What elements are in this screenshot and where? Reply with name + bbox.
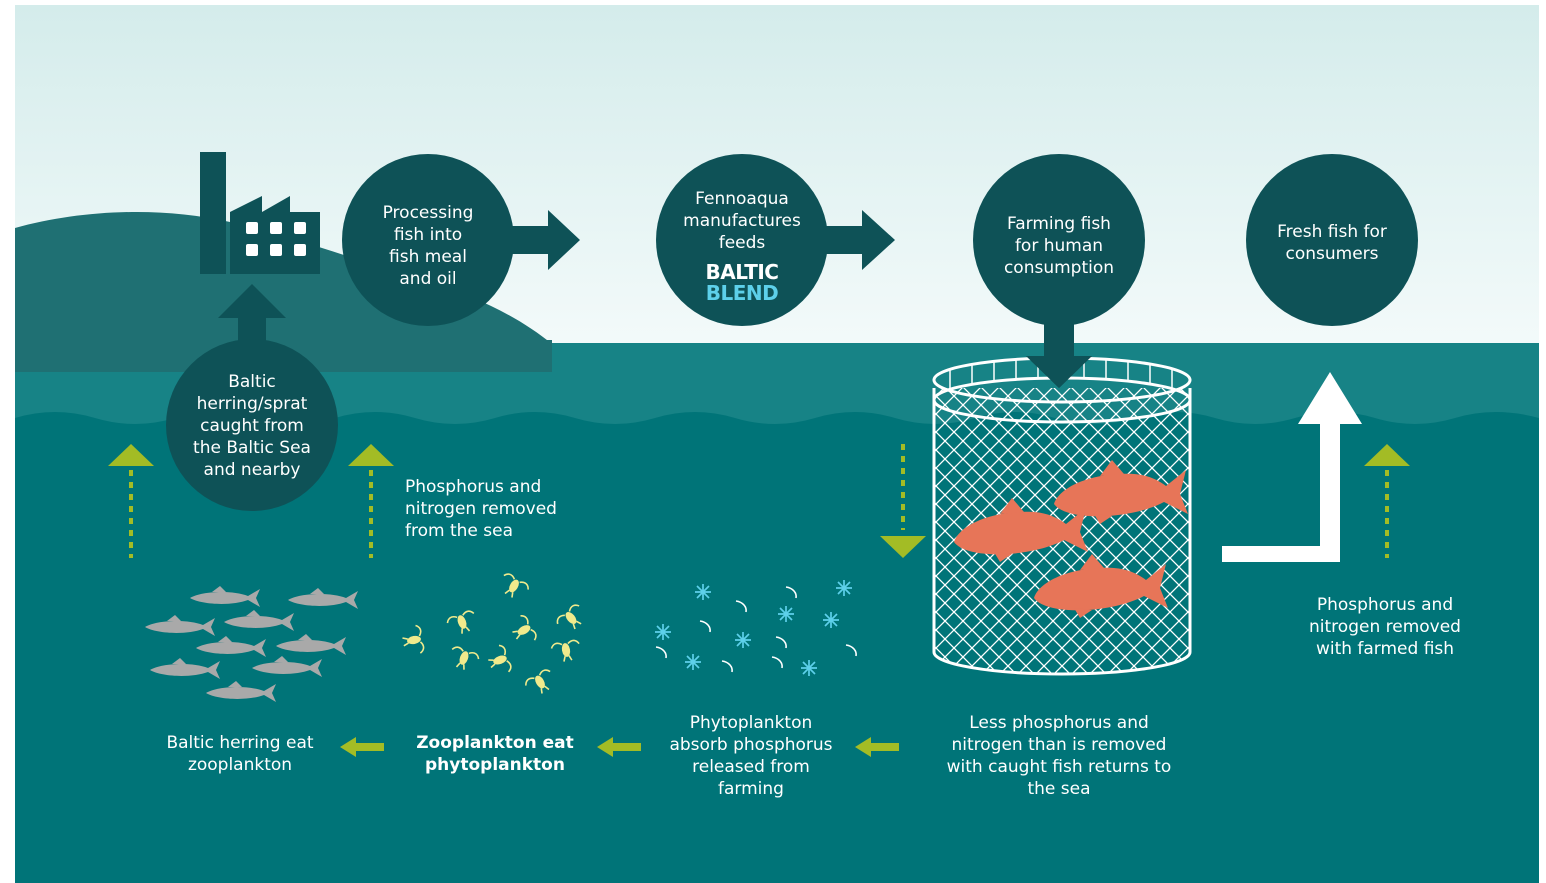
fennoaqua-label: Fennoaqua manufactures feeds	[683, 189, 801, 253]
green-arrow-left-1	[340, 737, 384, 757]
herring-eat-label: Baltic herring eat zooplankton	[166, 733, 314, 775]
baltic-blend-logo: BALTIC BLEND	[662, 262, 822, 304]
phytoplankton-icon	[654, 623, 672, 641]
factory-icon	[200, 152, 320, 274]
zooplankton-eat-label: Zooplankton eat phytoplankton	[416, 733, 574, 775]
land	[15, 211, 552, 372]
phytoplankton-icon	[777, 605, 795, 623]
farming-label: Farming fish for human consumption	[1003, 214, 1115, 278]
phytoplankton-icon	[800, 659, 818, 677]
brand-line-1: BALTIC	[705, 260, 779, 284]
fennoaqua-node	[656, 154, 895, 326]
phytoplankton-icon	[822, 611, 840, 629]
green-arrow-left-3	[855, 737, 899, 757]
green-arrow-up-2	[348, 444, 394, 558]
processing-label: Processing fish into fish meal and oil	[382, 203, 474, 289]
brand-line-2: BLEND	[705, 281, 779, 305]
fish-cage-icon	[932, 356, 1192, 676]
fresh-label: Fresh fish for consumers	[1277, 222, 1387, 264]
phytoplankton-icon	[684, 653, 702, 671]
green-arrow-left-2	[597, 737, 641, 757]
arrow-to-factory	[218, 284, 286, 356]
phytoplankton-icon	[694, 583, 712, 601]
green-arrow-down	[880, 444, 926, 558]
phytoplankton-icon	[835, 579, 853, 597]
green-arrow-up-1	[108, 444, 154, 558]
phytoplankton-icon	[734, 631, 752, 649]
caught-label: Baltic herring/sprat caught from the Bal…	[193, 372, 311, 480]
arrow-to-consumers	[1222, 372, 1362, 562]
fresh-node	[1246, 154, 1418, 326]
caught-node	[166, 339, 338, 511]
removed-with-farmed-label: Phosphorus and nitrogen removed with far…	[1309, 595, 1461, 659]
removed-from-sea-label: Phosphorus and nitrogen removed from the…	[405, 477, 557, 541]
phytoplankton-absorb-label: Phytoplankton absorb phosphorus released…	[669, 713, 833, 799]
processing-node	[342, 154, 580, 326]
green-arrow-up-3	[1364, 444, 1410, 558]
less-returns-label: Less phosphorus and nitrogen than is rem…	[946, 713, 1172, 799]
arrow-to-cage	[1026, 356, 1092, 388]
